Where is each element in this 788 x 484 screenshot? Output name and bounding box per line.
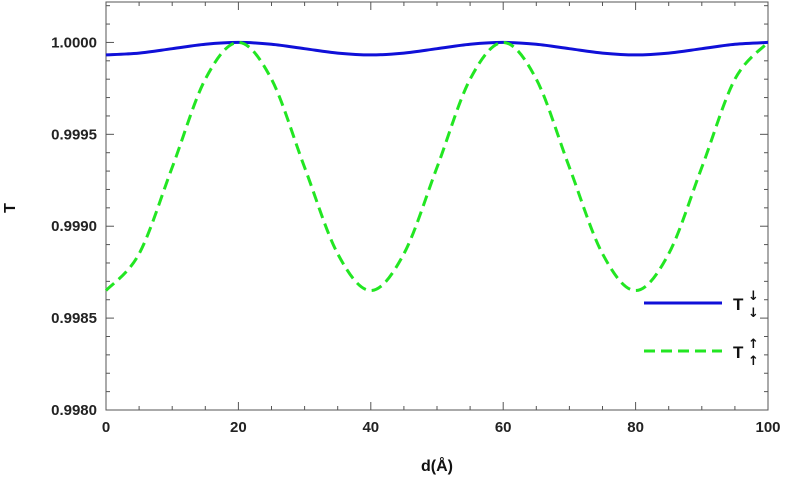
legend-label-spin-up: T [733,343,744,362]
y-axis-label: T [2,203,19,213]
y-tick-label: 0.9995 [51,126,97,143]
y-tick-label: 0.9990 [51,218,97,235]
x-tick-label: 40 [362,419,379,436]
y-tick-label: 1.0000 [51,34,97,51]
legend-arrow-spin-up-bottom: ↑ [748,354,759,369]
x-tick-label: 0 [102,419,110,436]
y-tick-label: 0.9985 [51,310,97,327]
x-tick-label: 80 [627,419,644,436]
legend-arrow-spin-up-top: ↑ [748,337,759,352]
series-layer [104,40,770,293]
y-tick-label: 0.9980 [51,402,97,419]
legend: T ↓ ↓ T ↑ ↑ [644,289,759,369]
x-axis-label: d(Å) [421,456,453,475]
spin-up-curve [104,40,770,293]
legend-label-spin-down: T [733,295,744,314]
y-axis-ticks: 0.9980 0.9985 0.9990 0.9995 1.0000 [51,5,768,419]
x-tick-label: 20 [230,419,247,436]
legend-arrow-spin-down-bottom: ↓ [748,306,759,321]
plot-frame [105,1,769,411]
x-axis-ticks: 0 20 40 60 80 100 [102,2,781,436]
spin-down-curve [105,40,769,57]
x-tick-label: 60 [495,419,512,436]
x-tick-label: 100 [755,419,780,436]
legend-arrow-spin-down-top: ↓ [748,289,759,304]
